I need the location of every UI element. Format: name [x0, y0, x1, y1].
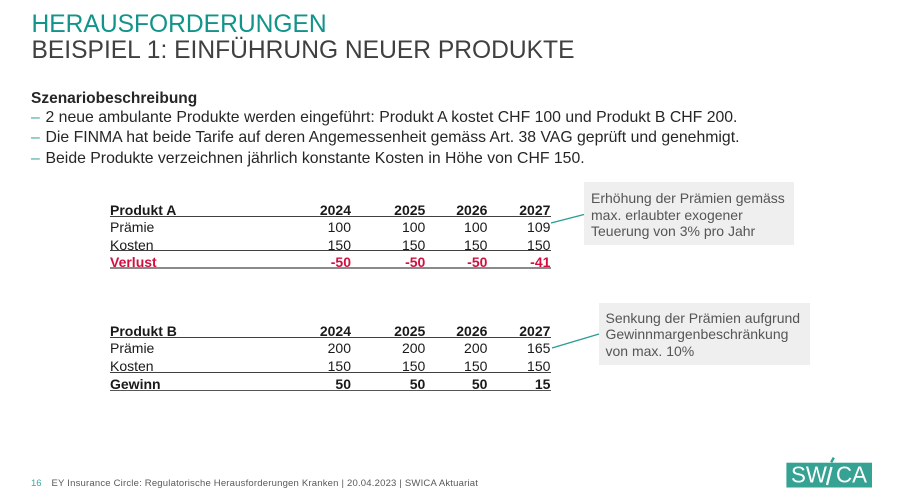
svg-text:SW: SW [791, 462, 827, 488]
svg-text:CA: CA [836, 462, 868, 488]
